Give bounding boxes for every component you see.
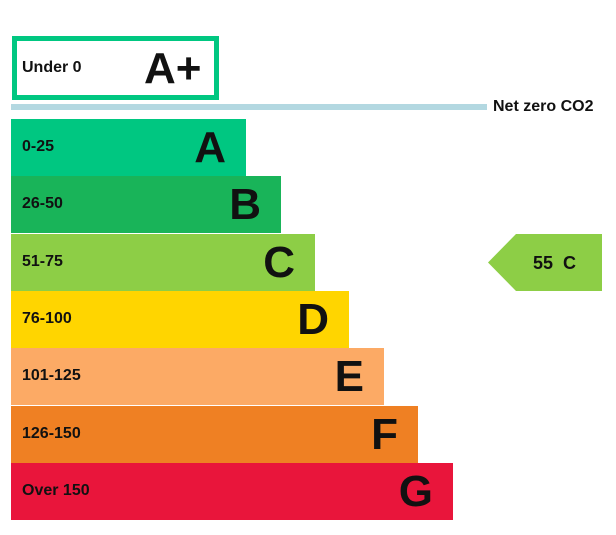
current-rating-arrow: 55 C bbox=[488, 234, 602, 291]
band-b: 26-50 B bbox=[11, 176, 281, 234]
current-rating-label: 55 C bbox=[533, 253, 577, 273]
band-range: 26-50 bbox=[22, 195, 63, 213]
arrow-shape bbox=[488, 234, 602, 291]
band-range: 51-75 bbox=[22, 252, 63, 270]
band-range: Over 150 bbox=[22, 481, 90, 499]
band-rating: C bbox=[263, 237, 295, 287]
band-rating: A+ bbox=[144, 44, 202, 93]
band-a: 0-25 A bbox=[11, 119, 246, 176]
band-rating: B bbox=[229, 180, 261, 230]
band-f: 126-150 F bbox=[11, 405, 418, 463]
net-zero-line bbox=[11, 104, 487, 110]
band-rating: F bbox=[371, 409, 398, 459]
net-zero-label: Net zero CO2 bbox=[493, 98, 594, 115]
band-range: 101-125 bbox=[22, 367, 81, 385]
band-a-plus: Under 0 A+ bbox=[12, 36, 219, 100]
band-rating: G bbox=[398, 466, 433, 516]
band-rating: A bbox=[194, 123, 226, 172]
band-c: 51-75 C bbox=[11, 233, 315, 291]
band-e: 101-125 E bbox=[11, 348, 384, 406]
band-rating: E bbox=[334, 352, 364, 402]
band-range: 126-150 bbox=[22, 424, 81, 442]
band-g: Over 150 G bbox=[11, 462, 453, 520]
band-d: 76-100 D bbox=[11, 290, 349, 348]
band-rating: D bbox=[297, 294, 329, 344]
band-range: 76-100 bbox=[22, 309, 72, 327]
band-range: Under 0 bbox=[22, 59, 82, 76]
band-range: 0-25 bbox=[22, 138, 55, 155]
